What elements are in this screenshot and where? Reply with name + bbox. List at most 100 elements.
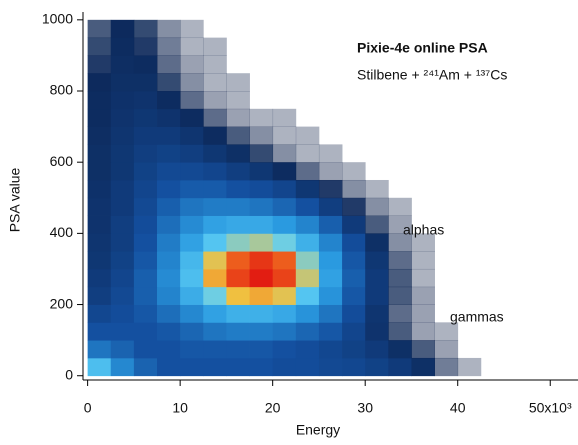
cell [342, 179, 366, 199]
cell [342, 340, 366, 359]
cell [342, 304, 366, 323]
cell [226, 340, 250, 359]
cell [226, 304, 250, 323]
cell [295, 322, 320, 341]
cell [87, 340, 112, 359]
cell [249, 233, 274, 252]
cell [133, 268, 158, 288]
cell [180, 37, 204, 56]
cell [203, 357, 227, 377]
cell [157, 108, 181, 127]
cell [157, 215, 181, 234]
cell [411, 304, 435, 323]
cell [133, 179, 158, 199]
cell [157, 144, 181, 163]
cell [157, 304, 181, 323]
cell [226, 126, 250, 145]
cell [226, 162, 250, 181]
cell [133, 322, 158, 341]
cell [87, 179, 112, 199]
cell [365, 197, 389, 216]
cell [411, 286, 435, 305]
cell [157, 126, 181, 145]
cell [133, 73, 158, 92]
cell [110, 55, 135, 74]
cell [180, 126, 204, 145]
cell [157, 251, 181, 270]
cell [203, 197, 227, 216]
cell [272, 233, 297, 252]
cell [411, 357, 435, 377]
cell [133, 215, 158, 234]
y-tick-label: 800 [50, 82, 74, 98]
cell [295, 268, 320, 288]
cell [133, 286, 158, 305]
cell [272, 126, 297, 145]
cell [272, 179, 297, 199]
cell [110, 268, 135, 288]
cell [272, 286, 297, 305]
cell [295, 144, 320, 163]
cell [272, 162, 297, 181]
cell [388, 286, 412, 305]
cell [249, 215, 274, 234]
cell [249, 108, 274, 127]
cell [226, 197, 250, 216]
cell [365, 179, 389, 199]
cell [249, 179, 274, 199]
cell [342, 162, 366, 181]
cell [180, 322, 204, 341]
cell [226, 251, 250, 270]
x-tick-label: 40 [450, 400, 466, 416]
cell [318, 268, 343, 288]
cell [157, 268, 181, 288]
cell [203, 233, 227, 252]
cell [388, 197, 412, 216]
cell [342, 357, 366, 377]
cell [318, 162, 343, 181]
cell [110, 126, 135, 145]
cell [226, 286, 250, 305]
cell [388, 340, 412, 359]
cell [157, 91, 181, 110]
cell [110, 197, 135, 216]
cell [342, 286, 366, 305]
cell [133, 197, 158, 216]
cell [203, 144, 227, 163]
cell [318, 215, 343, 234]
cell [249, 322, 274, 341]
cell [249, 304, 274, 323]
cell [342, 215, 366, 234]
cell [365, 268, 389, 288]
cell [203, 268, 227, 288]
cell [87, 357, 112, 377]
cell [180, 357, 204, 377]
cell [388, 215, 412, 234]
cell [203, 126, 227, 145]
cell [157, 37, 181, 56]
cell [272, 322, 297, 341]
cell [87, 108, 112, 127]
cell [272, 340, 297, 359]
cell [110, 304, 135, 323]
cell [249, 126, 274, 145]
x-tick-label: 50x10³ [529, 400, 572, 416]
cell [87, 197, 112, 216]
cell [133, 304, 158, 323]
cell [226, 357, 250, 377]
cell [180, 19, 204, 39]
cell [157, 162, 181, 181]
cell [365, 233, 389, 252]
cell [203, 162, 227, 181]
cell [318, 179, 343, 199]
x-tick-label: 10 [172, 400, 188, 416]
cell [249, 251, 274, 270]
cell [133, 251, 158, 270]
cell [411, 268, 435, 288]
cell [226, 215, 250, 234]
cell [388, 251, 412, 270]
cell [365, 215, 389, 234]
cell [110, 251, 135, 270]
cell [87, 144, 112, 163]
